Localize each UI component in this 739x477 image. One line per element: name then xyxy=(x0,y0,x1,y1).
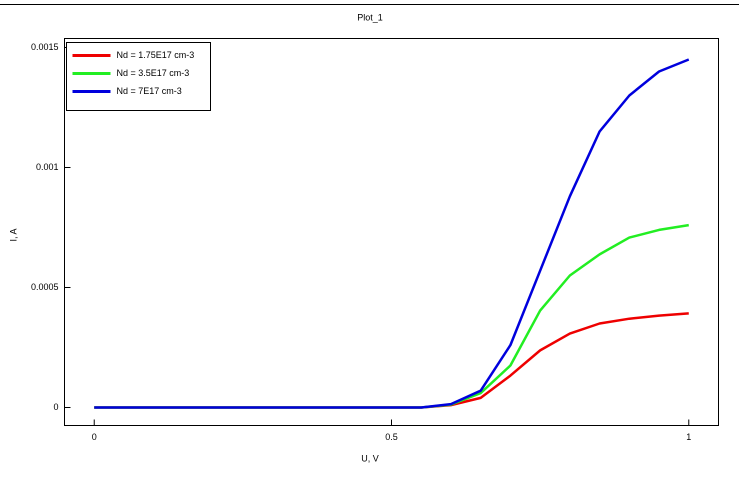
legend-label: Nd = 3.5E17 cm-3 xyxy=(117,68,190,78)
y-tick-label: 0.001 xyxy=(36,162,59,172)
legend-label: Nd = 7E17 cm-3 xyxy=(117,86,182,96)
x-tick-label: 0.5 xyxy=(385,432,398,442)
series-line xyxy=(94,223,689,409)
y-tick-label: 0 xyxy=(53,402,58,412)
chart-title: Plot_1 xyxy=(357,12,383,22)
y-tick-label: 0.0015 xyxy=(31,42,59,52)
legend-label: Nd = 1.75E17 cm-3 xyxy=(117,50,195,60)
y-tick-label: 0.0005 xyxy=(31,282,59,292)
x-tick-label: 0 xyxy=(92,432,97,442)
x-tick-label: 1 xyxy=(686,432,691,442)
legend-box xyxy=(66,42,211,111)
x-axis-label: U, V xyxy=(361,453,379,463)
series-line xyxy=(94,312,689,409)
y-axis-label: I, A xyxy=(8,228,18,241)
series-line xyxy=(94,58,690,409)
